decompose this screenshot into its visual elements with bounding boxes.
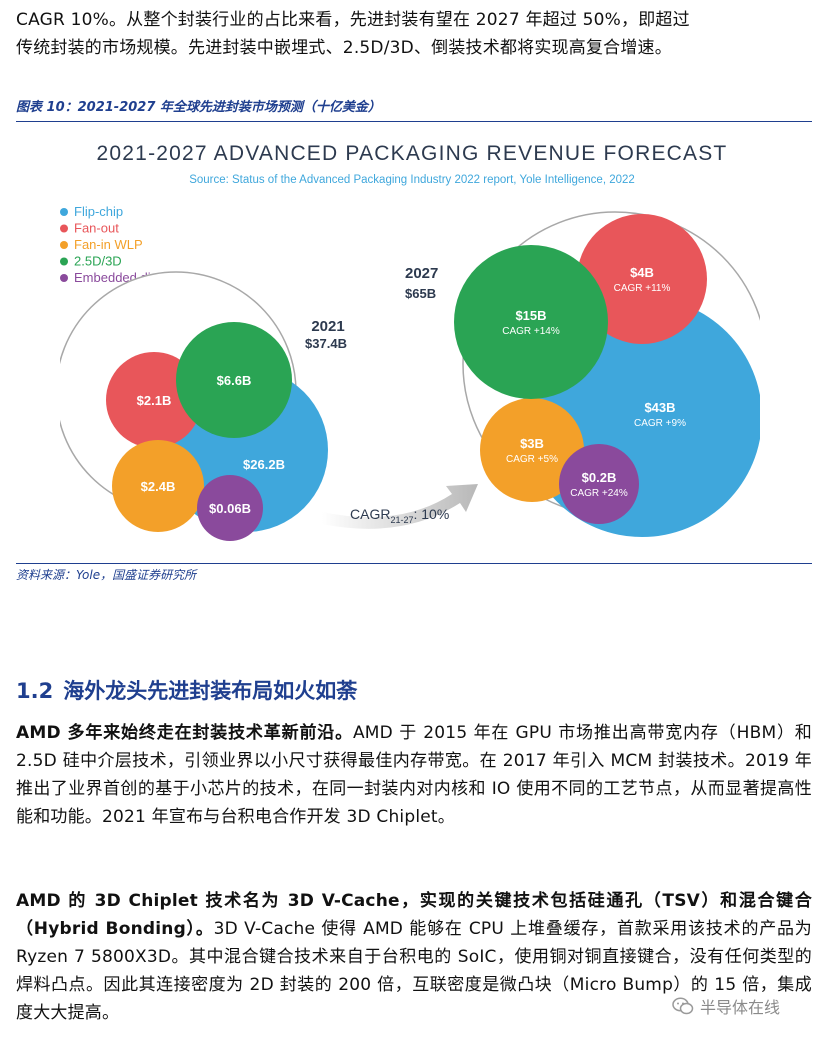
- total-2021-value: $37.4B: [305, 336, 347, 351]
- bubble-cagr-label: CAGR +9%: [634, 418, 686, 429]
- legend-swatch: [60, 274, 68, 282]
- legend-swatch: [60, 257, 68, 266]
- bubble-cagr-label: CAGR +11%: [614, 283, 671, 294]
- cagr-prefix: CAGR: [350, 506, 390, 522]
- bubble-2-5d-3d: [454, 245, 608, 399]
- section-heading: 1.2 海外龙头先进封装布局如火如荼: [16, 675, 357, 705]
- total-2027-value: $65B: [405, 286, 436, 301]
- bubble-cagr-label: CAGR +14%: [502, 326, 560, 337]
- intro-paragraph: CAGR 10%。从整个封装行业的占比来看，先进封装有望在 2027 年超过 5…: [16, 6, 812, 62]
- watermark: 半导体在线: [672, 994, 780, 1018]
- bubble-embedded-die: [559, 444, 639, 524]
- bubble-fan-out: [577, 214, 707, 344]
- bubble-cagr-label: CAGR +24%: [570, 488, 628, 499]
- section-number: 1.2: [16, 679, 54, 703]
- watermark-text: 半导体在线: [700, 998, 781, 1017]
- figure-top-rule: [16, 121, 812, 122]
- legend-label: Flip-chip: [74, 204, 123, 219]
- chart-title: 2021-2027 ADVANCED PACKAGING REVENUE FOR…: [97, 142, 728, 165]
- bubbles-2027: $43B CAGR +9% $4B CAGR +11% $3B CAGR +5% $15B C…: [454, 214, 760, 537]
- legend-label: 2.5D/3D: [74, 254, 122, 269]
- total-2021-year: 2021: [311, 318, 344, 335]
- legend-label: Fan-in WLP: [74, 237, 143, 252]
- bubble-value-label: $0.2B: [582, 470, 617, 485]
- legend-swatch: [60, 241, 68, 249]
- paragraph-lead: AMD 的 3D Chiplet 技术名为 3D V-Cache，实现的关键技术…: [16, 891, 812, 939]
- bubble-value-label: $3B: [520, 436, 544, 451]
- bubble-embedded-die: [197, 475, 263, 541]
- wechat-icon: [672, 997, 694, 1015]
- paragraph-3d-vcache: AMD 的 3D Chiplet 技术名为 3D V-Cache，实现的关键技术…: [16, 887, 812, 1027]
- paragraph-lead: AMD 多年来始终走在封装技术革新前沿。: [16, 723, 353, 743]
- cagr-subscript: 21-27: [390, 515, 413, 525]
- bubble-cagr-label: CAGR +5%: [506, 454, 558, 465]
- figure-bottom-rule: [16, 563, 812, 564]
- cagr-value: : 10%: [413, 506, 449, 522]
- bubble-2-5d-3d: [176, 322, 292, 438]
- paragraph-amd-history: AMD 多年来始终走在封装技术革新前沿。AMD 于 2015 年在 GPU 市场…: [16, 719, 812, 831]
- bubbles-2021: $26.2B $2.1B $2.4B $6.6B $0.06B: [106, 322, 328, 541]
- figure-source: 资料来源：Yole，国盛证券研究所: [16, 568, 197, 582]
- paragraph-body: AMD 于 2015 年在 GPU 市场推出高带宽内存（HBM）和 2.5D 硅…: [16, 723, 812, 827]
- chart-subtitle: Source: Status of the Advanced Packaging…: [189, 174, 635, 186]
- bubble-value-label: $15B: [515, 308, 546, 323]
- intro-line-2: 传统封装的市场规模。先进封装中嵌埋式、2.5D/3D、倒装技术都将实现高复合增速…: [16, 38, 672, 58]
- intro-line-1: CAGR 10%。从整个封装行业的占比来看，先进封装有望在 2027 年超过 5…: [16, 10, 690, 30]
- bubble-value-label: $6.6B: [217, 373, 252, 388]
- figure-caption: 图表 10：2021-2027 年全球先进封装市场预测（十亿美金）: [16, 100, 381, 115]
- total-2027-year: 2027: [405, 265, 438, 282]
- bubble-chart: 2021-2027 ADVANCED PACKAGING REVENUE FOR…: [60, 142, 760, 541]
- legend-label: Fan-out: [74, 221, 119, 236]
- cagr-label: CAGR21-27: 10%: [350, 506, 449, 525]
- bubble-value-label: $2.1B: [137, 393, 172, 408]
- cagr-arrow: [322, 484, 478, 529]
- bubble-value-label: $2.4B: [141, 479, 176, 494]
- bubble-fan-in-wlp: [112, 440, 204, 532]
- bubble-value-label: $26.2B: [243, 457, 285, 472]
- bubble-fan-in-wlp: [480, 398, 584, 502]
- bubble-value-label: $0.06B: [209, 501, 251, 516]
- bubble-value-label: $43B: [644, 400, 675, 415]
- bubble-value-label: $4B: [630, 265, 654, 280]
- legend-swatch: [60, 224, 68, 233]
- paragraph-body: 3D V-Cache 使得 AMD 能够在 CPU 上堆叠缓存，首款采用该技术的…: [16, 919, 812, 1023]
- legend-swatch: [60, 208, 68, 216]
- section-title: 海外龙头先进封装布局如火如荼: [63, 679, 358, 703]
